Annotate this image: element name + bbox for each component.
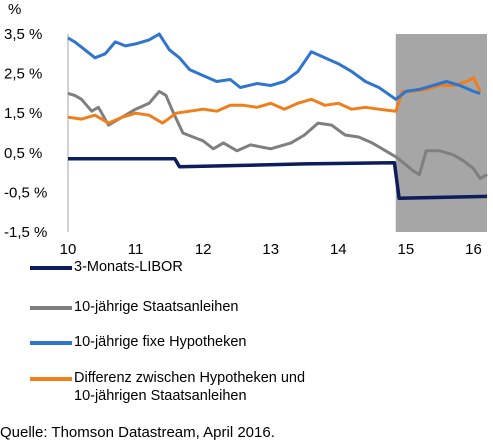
series-line-hypotheken xyxy=(67,32,481,101)
x-tick-label: 14 xyxy=(330,241,347,255)
x-tick-label: 15 xyxy=(398,241,415,255)
x-tick-label: 13 xyxy=(262,241,279,255)
x-tick-label: 10 xyxy=(60,241,77,255)
legend-label-differenz: Differenz zwischen Hypotheken und 10-jähr… xyxy=(74,370,306,404)
x-tick-label: 11 xyxy=(128,241,144,255)
source-note: Quelle: Thomson Datastream, April 2016. xyxy=(0,424,275,441)
legend-swatch-libor xyxy=(30,266,72,270)
y-tick-label: 1,5 % xyxy=(4,105,42,122)
y-tick-label: -0,5 % xyxy=(4,184,47,201)
shaded-region xyxy=(395,34,487,232)
legend-swatch-differenz xyxy=(30,377,72,381)
legend-swatch-staatsanleihen xyxy=(30,306,72,310)
legend-label-hypotheken: 10-jährige fixe Hypotheken xyxy=(74,334,247,350)
y-tick-label: 2,5 % xyxy=(4,66,42,83)
y-tick-label: 0,5 % xyxy=(4,145,42,162)
series-line-libor xyxy=(68,156,488,201)
x-tick-label: 16 xyxy=(465,241,482,255)
y-axis-label: % xyxy=(8,1,21,18)
legend-label-staatsanleihen: 10-jährige Staatsanleihen xyxy=(74,299,239,315)
legend-swatch-hypotheken xyxy=(30,341,72,345)
chart-svg: % 3,5 % 2,5 % 1,5 % 0,5 % -0,5 % -1,5 % 10 11 1… xyxy=(4,1,488,255)
y-tick-label: -1,5 % xyxy=(4,224,47,241)
legend-label-libor: 3-Monats-LIBOR xyxy=(74,259,183,275)
x-tick-label: 12 xyxy=(195,241,212,255)
y-tick-label: 3,5 % xyxy=(4,26,42,43)
